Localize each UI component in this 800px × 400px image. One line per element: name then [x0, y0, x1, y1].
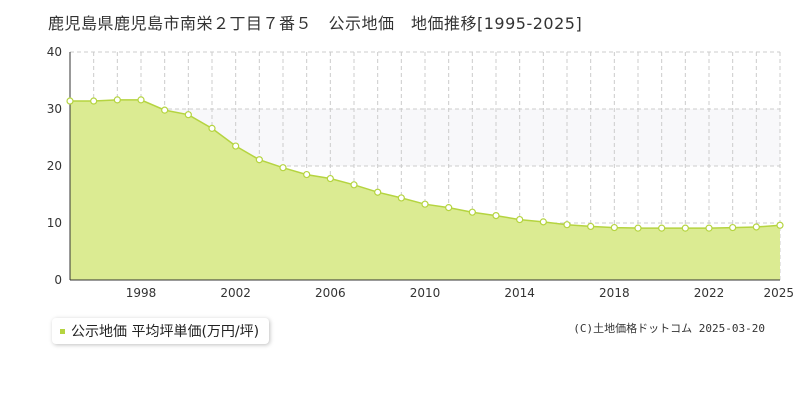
- data-point: [208, 124, 216, 132]
- data-point: [729, 223, 737, 232]
- data-point: [350, 181, 358, 189]
- data-point: [421, 200, 429, 208]
- data-point: [539, 218, 547, 226]
- data-point: [374, 188, 382, 196]
- x-tick-label: 2018: [599, 286, 630, 300]
- data-point: [610, 223, 618, 232]
- data-point: [137, 96, 145, 104]
- y-tick-label: 40: [47, 45, 62, 59]
- data-point: [752, 223, 760, 231]
- x-tick-label: 1998: [126, 286, 157, 300]
- data-point: [681, 224, 689, 232]
- data-point: [66, 97, 74, 105]
- y-tick-label: 0: [54, 273, 62, 287]
- copyright-text: (C)土地価格ドットコム 2025-03-20: [573, 322, 765, 335]
- x-tick-label: 2025: [763, 286, 794, 300]
- data-point: [587, 222, 595, 231]
- y-tick-labels: 0 10 20 30 40: [47, 45, 62, 287]
- data-point: [658, 224, 666, 232]
- data-point: [563, 221, 571, 229]
- data-point: [279, 164, 287, 172]
- data-point: [445, 204, 453, 212]
- data-point: [776, 221, 784, 229]
- data-point: [161, 106, 169, 114]
- y-tick-label: 30: [47, 102, 62, 116]
- data-point: [90, 97, 98, 105]
- data-point: [397, 194, 405, 202]
- data-point: [492, 211, 500, 220]
- chart-title: 鹿児島県鹿児島市南栄２丁目７番５ 公示地価 地価推移[1995-2025]: [48, 14, 583, 33]
- data-markers: [66, 96, 784, 232]
- y-tick-label: 10: [47, 216, 62, 230]
- legend-swatch: [60, 328, 65, 334]
- data-point: [705, 224, 713, 232]
- x-tick-label: 2002: [220, 286, 251, 300]
- data-point: [634, 224, 642, 232]
- y-tick-label: 20: [47, 159, 62, 173]
- data-point: [516, 215, 524, 224]
- legend-label: 公示地価 平均坪単価(万円/坪): [71, 324, 260, 340]
- data-point: [232, 142, 240, 150]
- data-point: [113, 96, 121, 104]
- x-tick-label: 2014: [504, 286, 535, 300]
- x-tick-label: 2022: [694, 286, 725, 300]
- land-price-chart: 0 10 20 30 40 1998 2002 2006 2010 2014 2018 2022 20…: [47, 45, 794, 300]
- legend: 公示地価 平均坪単価(万円/坪): [52, 318, 270, 344]
- data-point: [468, 208, 476, 216]
- x-tick-label: 2006: [315, 286, 346, 300]
- x-tick-label: 2010: [410, 286, 441, 300]
- horizontal-gridlines: [70, 51, 780, 224]
- data-point: [184, 111, 192, 119]
- x-tick-labels: 1998 2002 2006 2010 2014 2018 2022 2025: [126, 286, 794, 300]
- price-area: [70, 99, 780, 281]
- data-point: [326, 174, 334, 183]
- data-point: [303, 170, 311, 179]
- data-point: [255, 156, 263, 164]
